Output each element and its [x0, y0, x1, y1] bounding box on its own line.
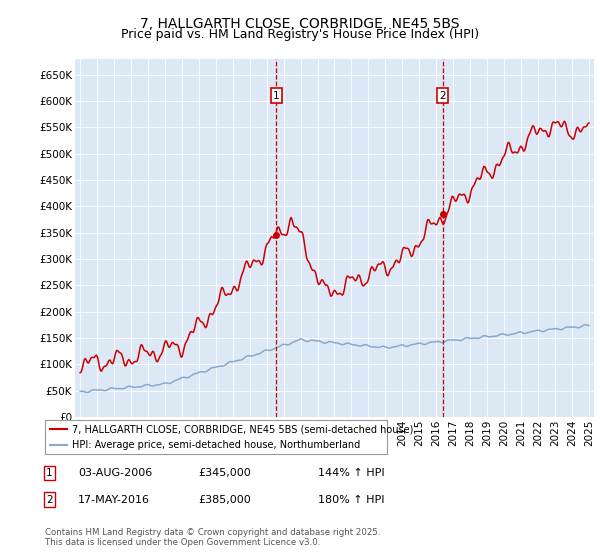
- Text: 180% ↑ HPI: 180% ↑ HPI: [318, 494, 385, 505]
- Text: 7, HALLGARTH CLOSE, CORBRIDGE, NE45 5BS: 7, HALLGARTH CLOSE, CORBRIDGE, NE45 5BS: [140, 17, 460, 31]
- Text: Contains HM Land Registry data © Crown copyright and database right 2025.
This d: Contains HM Land Registry data © Crown c…: [45, 528, 380, 547]
- Text: 2: 2: [46, 494, 53, 505]
- Text: £345,000: £345,000: [198, 468, 251, 478]
- Text: £385,000: £385,000: [198, 494, 251, 505]
- Text: Price paid vs. HM Land Registry's House Price Index (HPI): Price paid vs. HM Land Registry's House …: [121, 28, 479, 41]
- Text: 2: 2: [439, 91, 446, 101]
- Text: 1: 1: [46, 468, 53, 478]
- Text: 1: 1: [273, 91, 280, 101]
- Text: 03-AUG-2006: 03-AUG-2006: [78, 468, 152, 478]
- Text: 144% ↑ HPI: 144% ↑ HPI: [318, 468, 385, 478]
- Text: 17-MAY-2016: 17-MAY-2016: [78, 494, 150, 505]
- Text: 7, HALLGARTH CLOSE, CORBRIDGE, NE45 5BS (semi-detached house): 7, HALLGARTH CLOSE, CORBRIDGE, NE45 5BS …: [73, 424, 414, 434]
- Text: HPI: Average price, semi-detached house, Northumberland: HPI: Average price, semi-detached house,…: [73, 440, 361, 450]
